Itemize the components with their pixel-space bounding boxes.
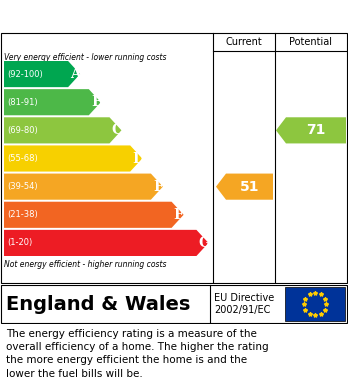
Text: (81-91): (81-91) [7, 98, 38, 107]
Text: Not energy efficient - higher running costs: Not energy efficient - higher running co… [4, 260, 166, 269]
Polygon shape [4, 230, 208, 256]
Text: 51: 51 [240, 179, 259, 194]
Text: EU Directive
2002/91/EC: EU Directive 2002/91/EC [214, 293, 274, 315]
Polygon shape [4, 117, 121, 143]
Text: Current: Current [226, 37, 262, 47]
Text: 71: 71 [306, 123, 326, 137]
Text: Potential: Potential [290, 37, 332, 47]
Text: D: D [132, 151, 144, 165]
Polygon shape [216, 174, 273, 200]
Polygon shape [4, 61, 80, 87]
Bar [285, 287, 345, 321]
Text: (39-54): (39-54) [7, 182, 38, 191]
Text: Very energy efficient - lower running costs: Very energy efficient - lower running co… [4, 53, 166, 62]
Text: F: F [174, 208, 183, 222]
Polygon shape [4, 174, 163, 200]
Text: C: C [111, 123, 122, 137]
Polygon shape [4, 145, 142, 172]
Text: E: E [153, 179, 164, 194]
Text: Energy Efficiency Rating: Energy Efficiency Rating [7, 7, 236, 25]
Polygon shape [276, 117, 346, 143]
Text: England & Wales: England & Wales [6, 294, 190, 314]
Text: B: B [91, 95, 103, 109]
Polygon shape [4, 89, 101, 115]
Text: (92-100): (92-100) [7, 70, 43, 79]
Text: (1-20): (1-20) [7, 239, 32, 248]
Text: (69-80): (69-80) [7, 126, 38, 135]
Polygon shape [4, 202, 184, 228]
Text: G: G [198, 236, 210, 250]
Text: (55-68): (55-68) [7, 154, 38, 163]
Text: The energy efficiency rating is a measure of the
overall efficiency of a home. T: The energy efficiency rating is a measur… [6, 329, 269, 378]
Text: A: A [70, 67, 81, 81]
Text: (21-38): (21-38) [7, 210, 38, 219]
